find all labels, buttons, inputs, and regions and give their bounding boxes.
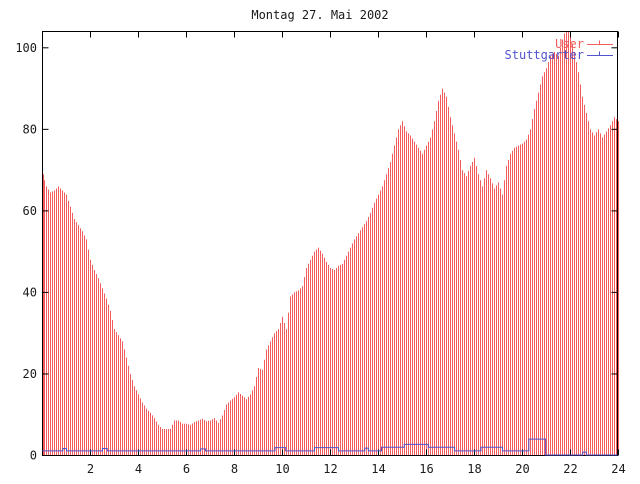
x-tick-label: 14 [371,462,385,476]
x-tick-label: 22 [563,462,577,476]
x-tick-label: 10 [275,462,289,476]
y-tick-label: 80 [23,122,37,136]
stuttgarter-line-layer [42,438,618,456]
y-tick-label: 60 [23,204,37,218]
y-tick-label: 100 [15,41,37,55]
y-tick-label: 0 [30,449,37,463]
x-tick-label: 20 [515,462,529,476]
x-tick-label: 16 [419,462,433,476]
chart-title: Montag 27. Mai 2002 [251,8,388,22]
x-tick-label: 24 [611,462,625,476]
user-bars [43,31,619,456]
x-tick-label: 2 [87,462,94,476]
stuttgarter-line [42,438,618,456]
y-tick-label: 40 [23,285,37,299]
legend: User Stuttgarter [505,37,613,62]
legend-user-label: User [555,37,584,51]
legend-stuttgarter-label: Stuttgarter [505,48,584,62]
x-tick-label: 18 [467,462,481,476]
x-tick-label: 4 [135,462,142,476]
x-tick-label: 6 [183,462,190,476]
x-tick-label: 12 [323,462,337,476]
x-tick-label: 8 [231,462,238,476]
y-tick-label: 20 [23,367,37,381]
